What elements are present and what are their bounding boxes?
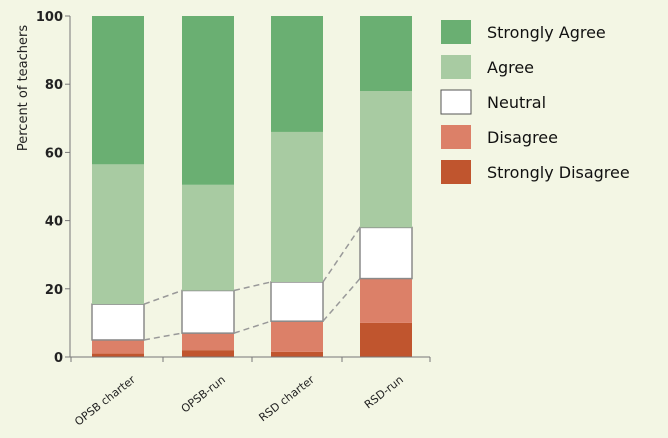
- bar-opsb-run-neutral: [181, 289, 235, 334]
- bar-rsd-charter-disagree: [271, 321, 323, 352]
- legend: Strongly Agree Agree Neutral Disagree Strong…: [440, 20, 630, 184]
- bar-rsd-run-strongly-agree: [360, 16, 412, 92]
- legend-swatch-disagree: [441, 125, 471, 149]
- bar-rsd-run-strongly-disagree: [360, 322, 412, 357]
- legend-label-strongly-agree: Strongly Agree: [487, 23, 606, 42]
- y-tick-label: 80: [45, 78, 63, 93]
- connector-line: [233, 281, 272, 292]
- y-tick-label: 20: [45, 283, 63, 298]
- y-axis: 0 20 40 60 80 100: [36, 10, 431, 366]
- x-axis-labels: OPSB charter OPSB-run RSD charter RSD-run: [72, 373, 406, 429]
- bar-opsb-run-disagree: [182, 333, 234, 351]
- bar-opsb-charter-disagree: [92, 339, 144, 354]
- y-tick-label: 100: [36, 10, 63, 25]
- bar-opsb-run-agree: [182, 184, 234, 291]
- legend-label-disagree: Disagree: [487, 128, 558, 147]
- y-axis-title: Percent of teachers: [16, 25, 31, 152]
- legend-label-neutral: Neutral: [487, 93, 546, 112]
- bar-opsb-charter-strongly-agree: [92, 16, 144, 165]
- x-tick-label-opsb-charter: OPSB charter: [72, 373, 138, 429]
- bar-opsb-charter-agree: [92, 164, 144, 305]
- connector-line: [143, 289, 183, 305]
- legend-swatch-strongly-agree: [441, 20, 471, 44]
- legend-swatch-strongly-disagree: [441, 160, 471, 184]
- y-tick-label: 0: [54, 351, 63, 366]
- bar-rsd-run-agree: [360, 91, 412, 228]
- y-tick-label: 60: [45, 146, 63, 161]
- bar-rsd-charter-strongly-disagree: [271, 351, 323, 357]
- bar-rsd-charter-agree: [271, 131, 323, 282]
- legend-swatch-agree: [441, 55, 471, 79]
- legend-label-strongly-disagree: Strongly Disagree: [487, 163, 630, 182]
- connector-line: [322, 226, 361, 283]
- bar-rsd-charter-neutral: [270, 281, 324, 322]
- bar-opsb-charter-strongly-disagree: [92, 353, 144, 357]
- y-tick-label: 40: [45, 215, 63, 230]
- bar-opsb-charter-neutral: [91, 303, 145, 341]
- bar-rsd-charter-strongly-agree: [271, 16, 323, 132]
- x-tick-label-rsd-charter: RSD charter: [256, 373, 317, 424]
- neutral-connectors: [143, 226, 361, 341]
- x-tick-label-opsb-run: OPSB-run: [179, 373, 228, 415]
- bars-layer: [91, 16, 413, 357]
- bar-rsd-run-neutral: [359, 226, 413, 280]
- legend-swatch-neutral: [440, 89, 472, 115]
- x-tick-label-rsd-run: RSD-run: [362, 373, 406, 411]
- bar-rsd-run-disagree: [360, 278, 412, 323]
- connector-line: [143, 332, 183, 341]
- bar-opsb-run-strongly-disagree: [182, 350, 234, 357]
- bar-opsb-run-strongly-agree: [182, 16, 234, 185]
- connector-line: [322, 278, 361, 322]
- legend-label-agree: Agree: [487, 58, 534, 77]
- connector-line: [233, 320, 272, 334]
